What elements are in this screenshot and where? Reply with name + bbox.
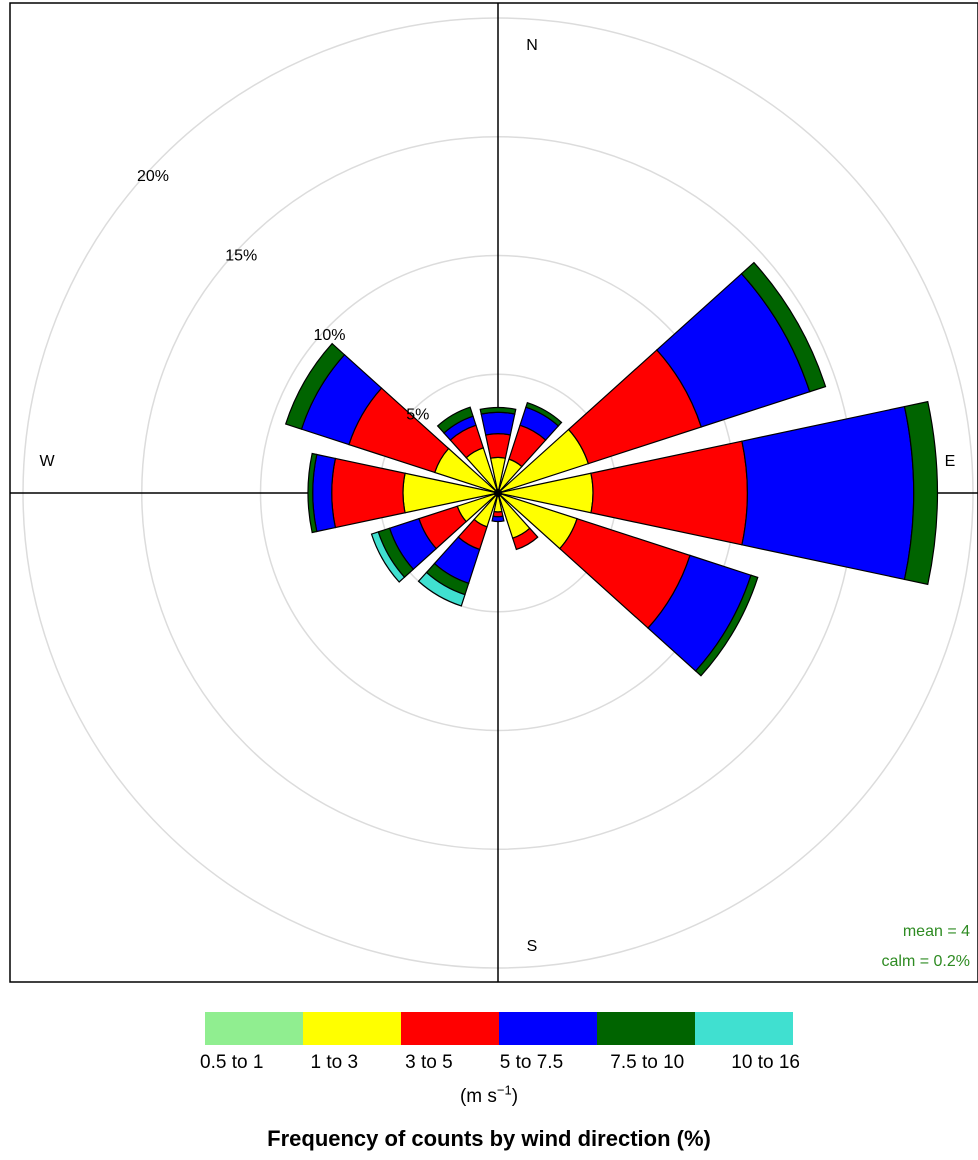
- direction-label-e: E: [945, 453, 956, 470]
- legend-label: 5 to 7.5: [500, 1052, 563, 1074]
- wedge-segment: [591, 441, 747, 545]
- radial-tick-label: 15%: [225, 248, 257, 265]
- calm-label: calm = 0.2%: [882, 953, 970, 970]
- legend-unit: (m s−1): [0, 1086, 978, 1108]
- legend-swatch: [695, 1012, 793, 1045]
- wedge-segment: [313, 454, 336, 531]
- direction-label-s: S: [527, 938, 538, 955]
- legend-label: 0.5 to 1: [200, 1052, 263, 1074]
- legend-swatch: [499, 1012, 597, 1045]
- radial-tick-label: 10%: [313, 327, 345, 344]
- wedge-segment: [332, 458, 405, 527]
- mean-label: mean = 4: [903, 923, 970, 940]
- radial-tick-label: 5%: [406, 407, 429, 424]
- wedge-segment: [492, 516, 504, 521]
- legend-swatch: [303, 1012, 401, 1045]
- legend-label: 1 to 3: [310, 1052, 358, 1074]
- legend-label: 7.5 to 10: [610, 1052, 684, 1074]
- chart-title: Frequency of counts by wind direction (%…: [0, 1126, 978, 1152]
- legend-swatch: [401, 1012, 499, 1045]
- legend-label: 3 to 5: [405, 1052, 453, 1074]
- legend-swatch: [205, 1012, 303, 1045]
- wedge-segment: [481, 412, 515, 435]
- direction-label-n: N: [526, 37, 538, 54]
- radial-tick-label: 20%: [137, 168, 169, 185]
- legend-swatches: [205, 1012, 793, 1045]
- direction-label-w: W: [39, 453, 55, 470]
- legend-labels: 0.5 to 1 1 to 3 3 to 5 5 to 7.5 7.5 to 10 10 …: [200, 1052, 800, 1074]
- legend-swatch: [597, 1012, 695, 1045]
- legend-unit-exponent: −1: [497, 1083, 512, 1098]
- legend-unit-text: (m s: [460, 1086, 497, 1107]
- wedge-segment: [742, 407, 914, 580]
- legend-label: 10 to 16: [731, 1052, 800, 1074]
- legend-unit-close: ): [512, 1086, 518, 1107]
- wedge-segment: [486, 434, 511, 459]
